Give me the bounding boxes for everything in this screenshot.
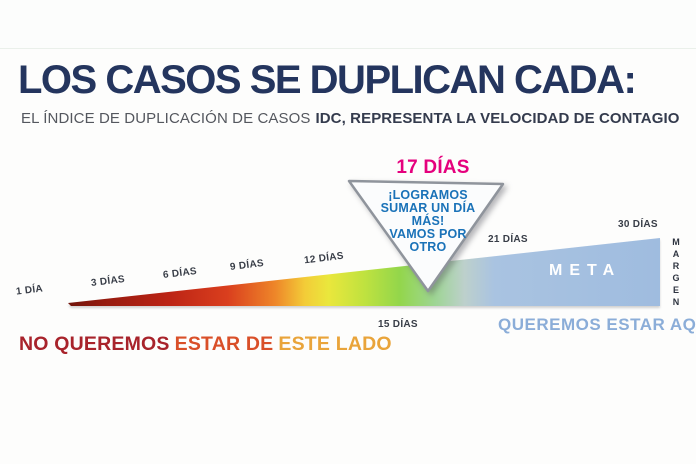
milestone-triangle-shape	[347, 179, 505, 293]
subtitle-plain-text: EL ÍNDICE DE DUPLICACIÓN DE CASOS	[21, 110, 311, 127]
day-label-15-dias: 15 DÍAS	[378, 319, 418, 330]
milestone-message-line: OTRO	[409, 240, 447, 254]
goal-meta-label: META	[549, 262, 622, 279]
milestone-message-line: SUMAR UN DÍA	[380, 201, 476, 215]
milestone-message: ¡LOGRAMOS SUMAR UN DÍA MÁS! VAMOS POR OT…	[361, 189, 495, 254]
milestone-message-line: MÁS!	[411, 214, 445, 228]
milestone-message-line: VAMOS POR	[389, 227, 467, 241]
goal-caption: QUEREMOS ESTAR AQUÍ	[498, 315, 696, 334]
subtitle-bold-text: IDC, REPRESENTA LA VELOCIDAD DE CONTAGIO	[315, 110, 680, 127]
warning-segment-dark-red: NO QUEREMOS	[19, 333, 170, 355]
day-label-21-dias: 21 DÍAS	[488, 234, 528, 245]
milestone-message-line: ¡LOGRAMOS	[388, 188, 468, 202]
day-label-30-dias: 30 DÍAS	[618, 219, 658, 230]
margin-vertical-label: MARGEN	[671, 237, 681, 309]
page-subtitle: EL ÍNDICE DE DUPLICACIÓN DE CASOS IDC, RE…	[21, 110, 680, 127]
gradient-wedge-shape	[68, 238, 660, 306]
warning-caption: NO QUEREMOS ESTAR DE ESTE LADO	[19, 333, 392, 356]
highlight-day-label: 17 DÍAS	[396, 157, 470, 178]
top-divider	[0, 0, 696, 49]
warning-segment-orange: ESTE LADO	[278, 333, 392, 355]
page-title: LOS CASOS SE DUPLICAN CADA:	[18, 58, 637, 102]
warning-segment-red-orange: ESTAR DE	[174, 333, 274, 355]
